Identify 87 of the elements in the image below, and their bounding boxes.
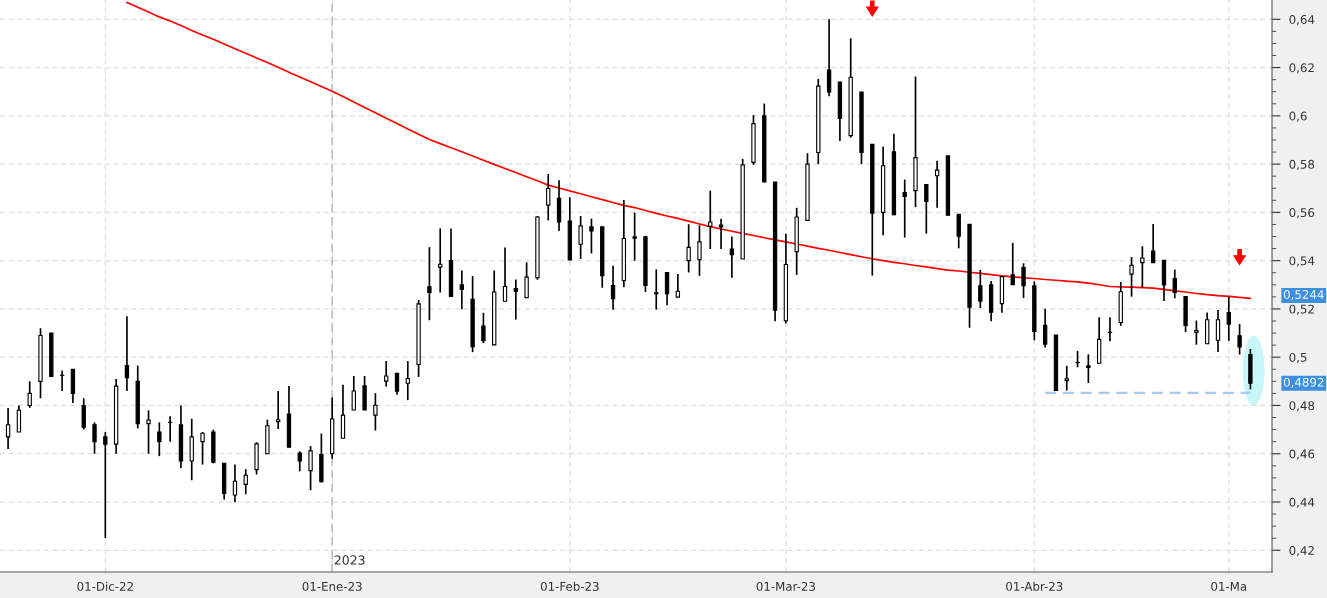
candlestick [1086, 353, 1091, 384]
candlestick [513, 278, 518, 321]
candlestick [546, 173, 551, 222]
candlestick [373, 392, 378, 432]
y-tick-label: 0,64 [1289, 15, 1315, 26]
candlestick [232, 463, 238, 504]
y-tick-label: 0,46 [1289, 449, 1315, 460]
y-tick-label: 0,58 [1289, 159, 1315, 170]
x-tick-label: 01-Mar-23 [756, 581, 815, 591]
candlestick [1205, 311, 1210, 345]
candlestick [729, 235, 735, 279]
candlestick [459, 269, 464, 311]
candlestick [524, 261, 529, 299]
candlestick [1215, 309, 1221, 353]
candlestick [308, 445, 313, 492]
x-tick-label: 01-Ma [1211, 581, 1247, 591]
y-tick-label: 0,62 [1289, 63, 1314, 74]
candlestick [157, 421, 162, 457]
candlestick [1064, 365, 1069, 392]
candlestick [697, 224, 702, 277]
candlestick [1226, 295, 1231, 342]
candlestick [92, 421, 97, 455]
candlestick [1150, 223, 1156, 264]
candlestick [27, 380, 32, 409]
candlestick [351, 375, 356, 411]
candlestick [956, 213, 961, 250]
candlestick [718, 217, 724, 250]
candlestick [902, 178, 907, 239]
candlestick [394, 372, 400, 396]
x-tick-label: 01-Dic-22 [77, 581, 133, 591]
candlestick [502, 246, 508, 303]
ref-line-label: 2023 [334, 555, 365, 565]
candlestick [81, 397, 86, 431]
candlestick [978, 268, 983, 309]
candlestick [708, 189, 713, 250]
candlestick [405, 360, 410, 401]
candlestick [384, 360, 389, 388]
candlestick [1129, 256, 1134, 298]
candlestick [632, 211, 637, 262]
candlestick [1021, 262, 1026, 299]
candlestick [1107, 316, 1113, 343]
candlestick [438, 227, 443, 294]
candlestick [1096, 316, 1102, 365]
candlestick [297, 450, 302, 473]
candlestick [124, 315, 130, 392]
candlestick [578, 215, 583, 260]
line-series [126, 1, 1252, 300]
candlestick [243, 468, 248, 496]
y-tick-label: 0,42 [1289, 546, 1314, 557]
candlestick [654, 268, 659, 311]
candlestick [924, 183, 929, 235]
candlestick [556, 179, 562, 232]
candlestick [1172, 268, 1177, 300]
candlestick [16, 404, 22, 433]
candlestick [200, 431, 205, 466]
candlestick [1237, 323, 1242, 356]
candlestick [427, 246, 432, 322]
candlestick [59, 369, 65, 392]
candlestick [826, 18, 832, 98]
candlestick [1194, 319, 1199, 346]
y-tick-label: 0,5 [1289, 352, 1307, 364]
x-tick-label: 01-Ene-23 [302, 581, 362, 591]
candlestick [1010, 241, 1015, 286]
candlestick [5, 407, 11, 450]
y-tick-label: 0,48 [1289, 401, 1315, 412]
candlestick [1140, 245, 1145, 289]
candlestick [610, 264, 616, 311]
candlestick [340, 383, 346, 440]
candlestick [675, 273, 681, 298]
candlestick [1042, 307, 1048, 349]
text: 0,5244 [1283, 290, 1324, 301]
y-tick-label: 0,52 [1289, 304, 1314, 315]
candlestick [664, 271, 670, 307]
y-tick-label: 0,54 [1289, 256, 1315, 267]
candlestick [146, 409, 151, 455]
candlestick [481, 311, 486, 345]
candlestick [167, 415, 173, 443]
x-tick-label: 01-Abr-23 [1006, 581, 1063, 591]
candlestick [686, 223, 691, 274]
text: 0,4892 [1283, 377, 1324, 388]
y-tick-label: 0,56 [1289, 208, 1315, 219]
x-tick-label: 01-Feb-23 [540, 581, 599, 591]
y-tick-label: 0,6 [1289, 111, 1307, 122]
candlestick [103, 431, 108, 540]
candlestick [275, 390, 281, 430]
candlestick [589, 217, 594, 255]
y-tick-label: 0,44 [1289, 497, 1315, 508]
